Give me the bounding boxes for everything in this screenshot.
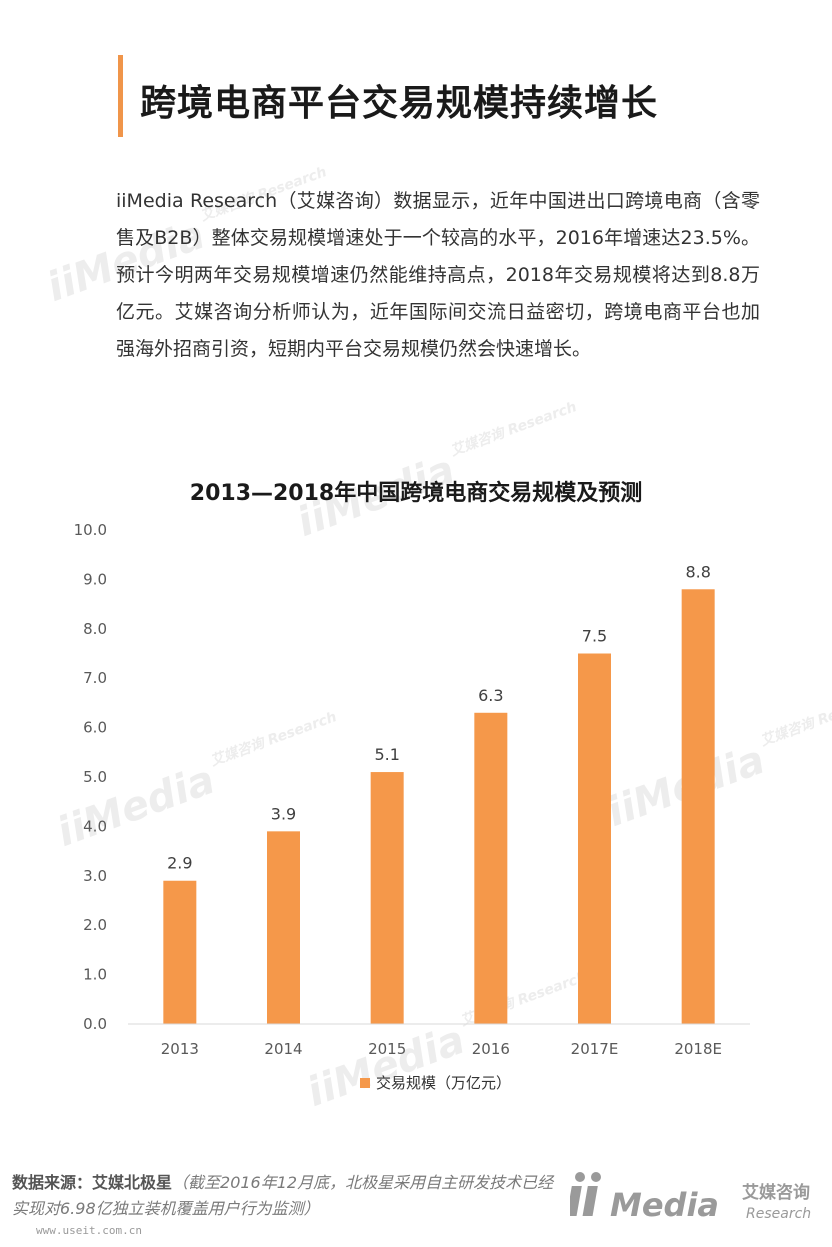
y-tick-label: 5.0: [83, 768, 107, 786]
y-tick-label: 1.0: [83, 966, 107, 984]
x-tick-label: 2018E: [674, 1040, 722, 1058]
logo-cn: 艾媒咨询: [742, 1182, 810, 1203]
page-title: 跨境电商平台交易规模持续增长: [140, 83, 659, 124]
y-tick-label: 3.0: [83, 867, 107, 885]
legend-label: 交易规模（万亿元）: [376, 1074, 512, 1092]
y-tick-label: 8.0: [83, 620, 107, 638]
x-tick-label: 2016: [472, 1040, 510, 1058]
source-label: 数据来源：艾媒北极星: [12, 1173, 173, 1192]
svg-text:Media: Media: [610, 1186, 719, 1224]
data-label: 5.1: [374, 745, 399, 764]
x-tick-label: 2013: [161, 1040, 199, 1058]
bar: [267, 831, 300, 1024]
x-tick-label: 2017E: [571, 1040, 619, 1058]
data-label: 8.8: [685, 562, 710, 581]
legend-swatch: [360, 1077, 370, 1088]
x-tick-label: 2014: [264, 1040, 302, 1058]
y-tick-label: 7.0: [83, 669, 107, 687]
source-note: （截至2016年12月底，北极星采用自主研发技术已经实现对6.98亿独立装机覆盖…: [12, 1173, 554, 1218]
imedia-logo: iiMedia Media 艾媒咨询 Research: [570, 1172, 811, 1224]
y-tick-label: 2.0: [83, 916, 107, 934]
data-label: 3.9: [271, 804, 296, 823]
y-tick-label: 10.0: [74, 521, 107, 539]
y-tick-label: 4.0: [83, 817, 107, 835]
source-url: www.useit.com.cn: [36, 1224, 142, 1237]
bar: [474, 712, 508, 1024]
x-axis: 2013 2014 2015 2016 2017E 2018E: [161, 1040, 722, 1058]
data-label: 2.9: [167, 854, 192, 873]
y-tick-label: 0.0: [83, 1015, 107, 1033]
data-label: 6.3: [478, 686, 503, 705]
chart-title: 2013—2018年中国跨境电商交易规模及预测: [190, 480, 642, 506]
bar: [370, 772, 404, 1024]
logo-en: Research: [746, 1206, 811, 1222]
title-accent-bar: [118, 55, 123, 137]
data-source: 数据来源：艾媒北极星（截至2016年12月底，北极星采用自主研发技术已经实现对6…: [12, 1170, 562, 1222]
y-axis: 0.0 1.0 2.0 3.0 4.0 5.0 6.0 7.0 8.0 9.0 10.0: [74, 521, 107, 1033]
intro-paragraph: iiMedia Research（艾媒咨询）数据显示，近年中国进出口跨境电商（含…: [116, 190, 760, 360]
bar-series: [163, 589, 715, 1024]
bar: [578, 653, 611, 1024]
x-tick-label: 2015: [368, 1040, 406, 1058]
bar: [681, 589, 715, 1024]
y-tick-label: 6.0: [83, 719, 107, 737]
y-tick-label: 9.0: [83, 570, 107, 588]
data-label: 7.5: [582, 627, 607, 646]
chart-legend: 交易规模（万亿元）: [360, 1072, 511, 1093]
data-labels: 2.9 3.9 5.1 6.3 7.5 8.8: [167, 562, 711, 872]
bar-chart: 2013—2018年中国跨境电商交易规模及预测 0.0 1.0 2.0 3.0 4.0 5…: [74, 480, 750, 1058]
bar: [163, 880, 197, 1024]
